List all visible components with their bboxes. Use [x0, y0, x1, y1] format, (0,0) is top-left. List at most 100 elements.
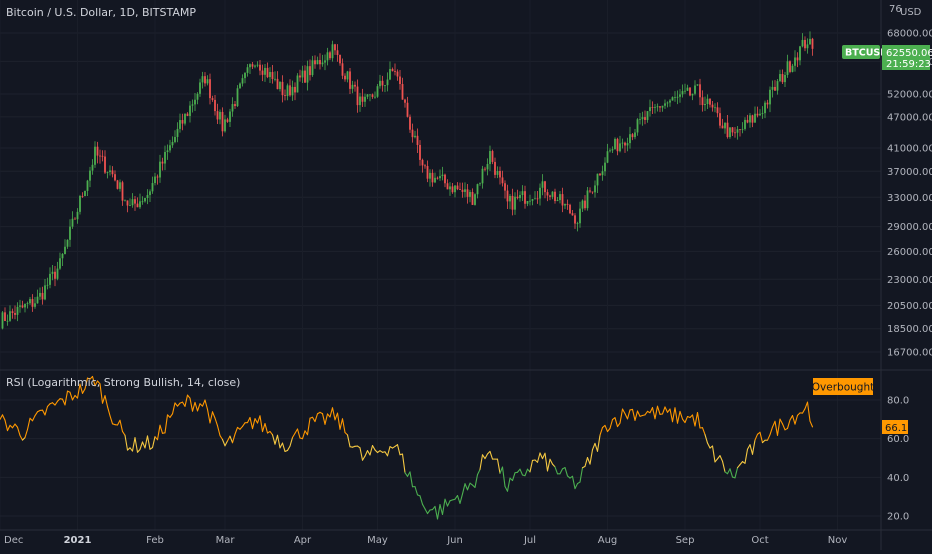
candle-body	[679, 94, 681, 96]
candle-body	[177, 129, 179, 137]
candle-body	[762, 113, 764, 114]
candle-body	[132, 199, 134, 205]
candle-body	[199, 82, 201, 93]
candle-body	[527, 201, 529, 204]
candle-body	[92, 165, 94, 171]
candle-body	[312, 60, 314, 75]
candle-body	[737, 129, 739, 132]
candle-body	[262, 71, 264, 75]
candle-body	[784, 75, 786, 82]
candle-body	[789, 61, 791, 72]
candle-body	[599, 174, 601, 175]
candle-body	[534, 198, 536, 199]
candle-body	[444, 175, 446, 184]
candle-body	[804, 40, 806, 48]
candle-body	[334, 44, 336, 50]
candle-body	[359, 97, 361, 106]
overbought-badge-label: Overbought	[812, 382, 874, 394]
candle-body	[172, 142, 174, 145]
candle-body	[489, 151, 491, 164]
candle-body	[417, 136, 419, 145]
candle-body	[452, 186, 454, 192]
symbol-title[interactable]: Bitcoin / U.S. Dollar, 1D, BITSTAMP	[6, 6, 196, 19]
candle-body	[624, 143, 626, 146]
candle-body	[557, 200, 559, 201]
candle-body	[357, 87, 359, 106]
price-tick-label: 68000.00	[887, 29, 932, 40]
candle-body	[499, 171, 501, 177]
candle-body	[639, 119, 641, 120]
candle-body	[409, 117, 411, 130]
candle-body	[387, 79, 389, 85]
candle-body	[369, 94, 371, 95]
candle-body	[637, 119, 639, 132]
candle-body	[269, 72, 271, 77]
candle-body	[414, 136, 416, 137]
candle-body	[674, 97, 676, 98]
candle-body	[74, 219, 76, 220]
candle-body	[487, 164, 489, 169]
candle-body	[809, 39, 811, 45]
candle-body	[377, 86, 379, 97]
candle-body	[159, 162, 161, 178]
candle-body	[354, 85, 356, 87]
candle-body	[174, 137, 176, 142]
candle-body	[702, 97, 704, 105]
candle-body	[537, 198, 539, 199]
candle-body	[117, 180, 119, 188]
candle-body	[689, 88, 691, 96]
candle-body	[59, 258, 61, 268]
candle-body	[519, 195, 521, 198]
candle-body	[542, 181, 544, 187]
candle-body	[709, 99, 711, 105]
candle-body	[209, 79, 211, 98]
candle-body	[44, 285, 46, 299]
candle-body	[562, 194, 564, 205]
rsi-title[interactable]: RSI (Logarithmic, Strong Bullish, 14, cl…	[6, 376, 240, 389]
candle-body	[492, 151, 494, 162]
candle-body	[642, 117, 644, 119]
candle-body	[692, 94, 694, 96]
candle-body	[727, 123, 729, 137]
currency-label[interactable]: USD	[900, 7, 922, 18]
candle-body	[529, 201, 531, 202]
candle-body	[589, 190, 591, 191]
candle-body	[304, 71, 306, 83]
price-tick-label: 33000.00	[887, 193, 932, 204]
candle-body	[712, 105, 714, 108]
candle-body	[402, 84, 404, 100]
candle-body	[392, 69, 394, 71]
candle-body	[622, 143, 624, 144]
candle-body	[497, 171, 499, 175]
candle-body	[192, 104, 194, 105]
candle-body	[614, 139, 616, 149]
candle-body	[684, 91, 686, 92]
candle-body	[384, 85, 386, 86]
candle-body	[324, 60, 326, 62]
price-tick-label: 18500.00	[887, 324, 932, 335]
candle-body	[184, 114, 186, 124]
candle-body	[734, 132, 736, 133]
candle-body	[532, 199, 534, 201]
candle-body	[57, 269, 59, 279]
price-tick-label: 47000.00	[887, 112, 932, 123]
candle-body	[182, 120, 184, 124]
candle-body	[587, 190, 589, 208]
rsi-tick-label: 20.0	[887, 512, 909, 523]
candle-body	[327, 52, 329, 60]
candle-body	[507, 191, 509, 202]
candle-body	[94, 147, 96, 165]
rsi-current-value: 66.1	[885, 423, 907, 434]
candle-body	[744, 120, 746, 129]
candle-body	[127, 200, 129, 205]
candle-body	[14, 313, 16, 315]
candle-body	[362, 97, 364, 102]
candle-body	[252, 64, 254, 66]
candle-body	[372, 94, 374, 97]
candle-body	[657, 106, 659, 107]
candle-body	[292, 87, 294, 95]
candle-body	[99, 156, 101, 157]
candle-body	[404, 100, 406, 103]
candle-body	[582, 201, 584, 209]
